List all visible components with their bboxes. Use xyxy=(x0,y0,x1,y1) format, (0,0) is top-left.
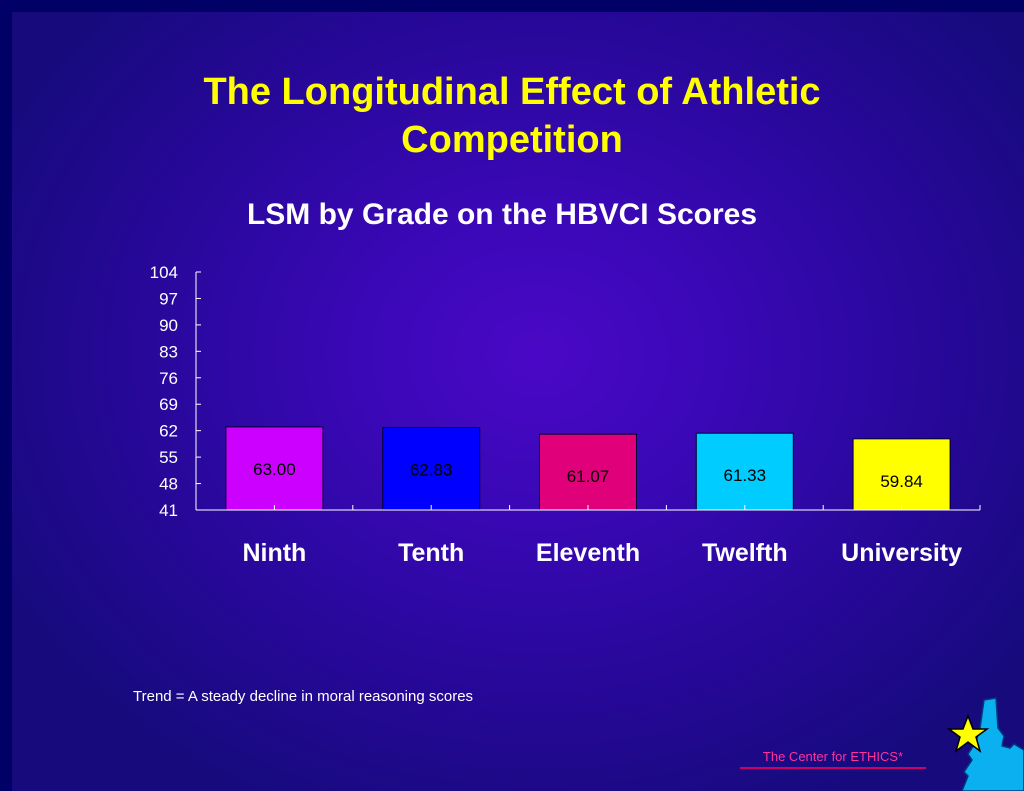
state-shape-icon xyxy=(961,697,1024,791)
trend-note: Trend = A steady decline in moral reason… xyxy=(133,688,474,705)
x-category-label: Eleventh xyxy=(536,539,640,567)
x-category-label: Tenth xyxy=(398,539,464,567)
logo-icon xyxy=(946,697,1024,791)
y-tick-label: 97 xyxy=(159,289,178,308)
bar-chart: 41 48 55 62 69 76 83 90 97 104 63.00 Ninth 62.83 Tent… xyxy=(150,263,981,567)
bar xyxy=(539,433,637,511)
data-label: 59.84 xyxy=(880,472,923,491)
data-label: 62.83 xyxy=(410,461,453,480)
bar xyxy=(225,426,324,511)
slide: The Longitudinal Effect of Athletic Comp… xyxy=(12,12,1024,791)
x-category-label: University xyxy=(841,539,962,567)
bar xyxy=(382,427,481,511)
footer-label: The Center for ETHICS* xyxy=(740,749,926,769)
y-tick-label: 90 xyxy=(159,316,178,335)
y-tick-label: 55 xyxy=(159,448,178,467)
y-tick-label: 41 xyxy=(159,501,178,520)
x-category-label: Ninth xyxy=(242,539,306,567)
star-icon xyxy=(946,713,990,753)
y-tick-label: 76 xyxy=(159,369,178,388)
data-label: 61.07 xyxy=(567,467,610,486)
x-category-label: Twelfth xyxy=(702,539,788,567)
chart-title: LSM by Grade on the HBVCI Scores xyxy=(246,198,758,231)
data-label: 61.33 xyxy=(724,466,767,485)
bar xyxy=(852,438,951,511)
y-tick-label: 83 xyxy=(159,342,178,361)
y-tick-label: 69 xyxy=(159,395,178,414)
y-tick-label: 62 xyxy=(159,422,178,441)
y-tick-label: 104 xyxy=(150,263,178,282)
slide-title: The Longitudinal Effect of Athletic Comp… xyxy=(203,71,821,161)
bar xyxy=(695,432,794,511)
y-tick-label: 48 xyxy=(159,475,178,494)
data-label: 63.00 xyxy=(253,460,296,479)
